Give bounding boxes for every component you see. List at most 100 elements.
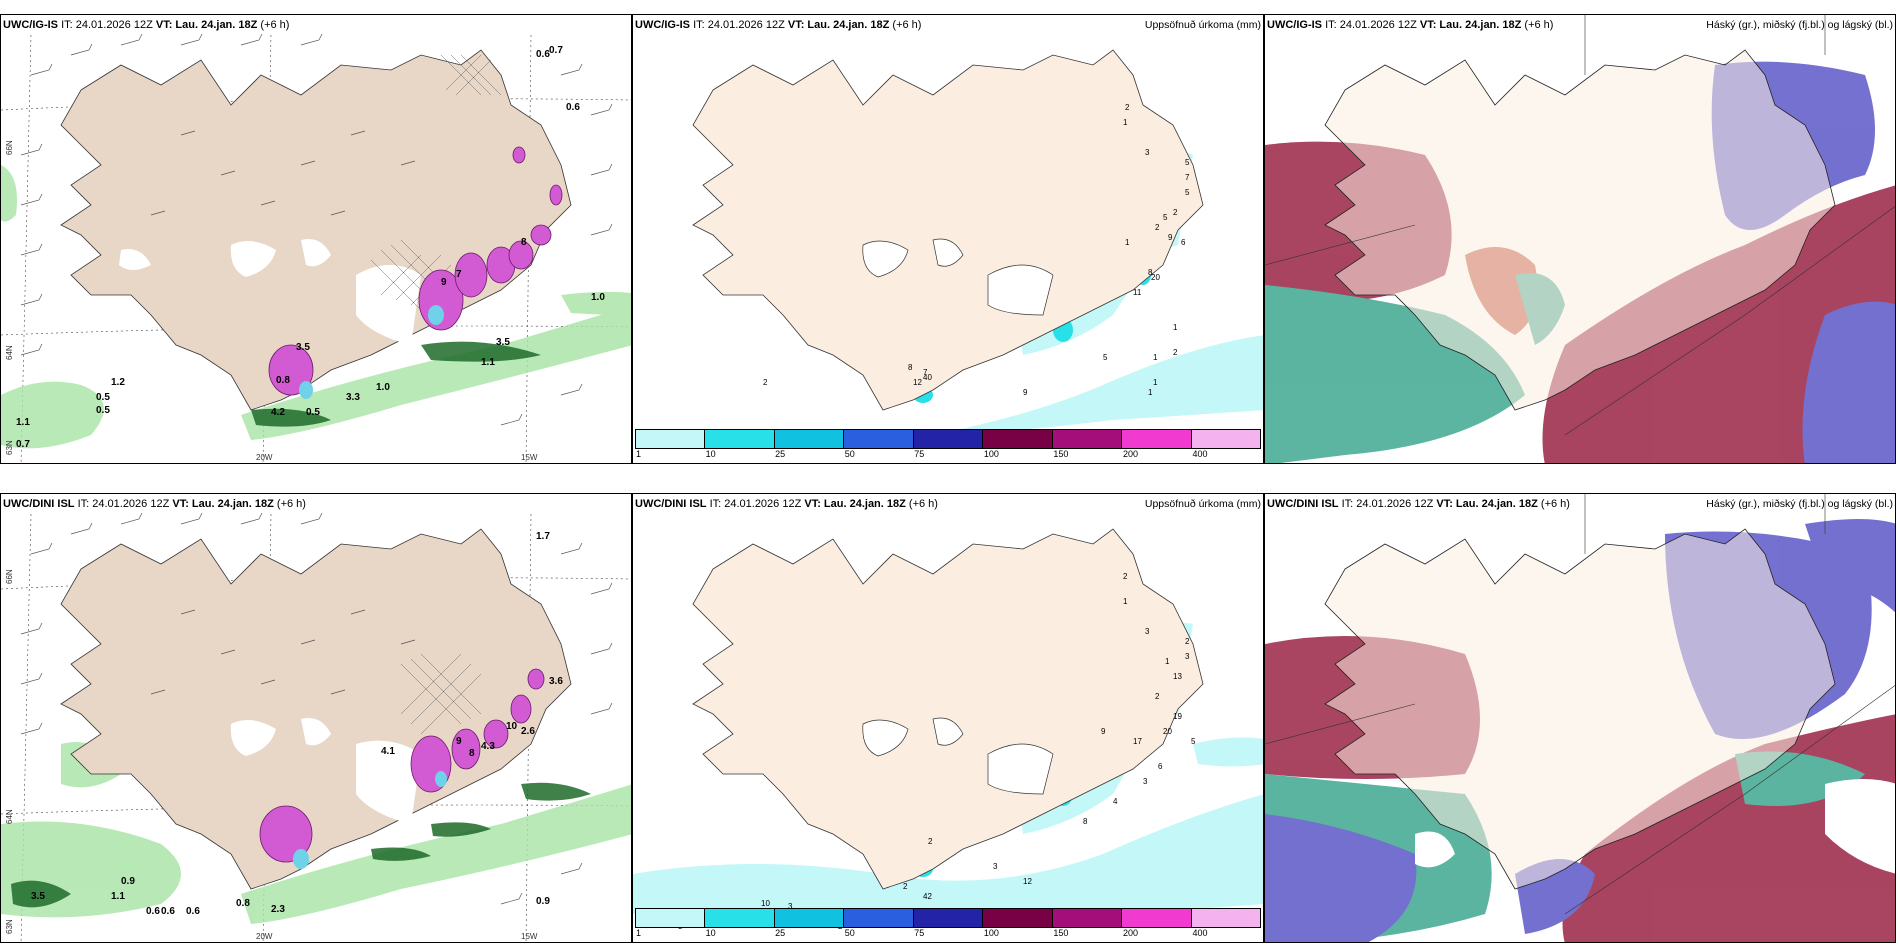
iceland-landmass bbox=[1324, 49, 1836, 411]
colorbar-label: 75 bbox=[914, 449, 925, 459]
colorbar-label: 100 bbox=[983, 449, 999, 459]
precip-value-label: 0.5 bbox=[96, 392, 110, 403]
precip-value-label: 3 bbox=[788, 902, 793, 911]
colorbar-swatch bbox=[844, 909, 914, 927]
colorbar-label: 200 bbox=[1122, 449, 1138, 459]
colorbar-label: 50 bbox=[844, 928, 855, 938]
precip-value-label: 1 bbox=[1165, 657, 1170, 666]
precip-value-label: 1 bbox=[1148, 388, 1153, 397]
wind-precip-map-ig-is: 0.6 0.7 0.6 1.0 3.5 1.1 1.0 1.2 3.3 0.5 0.5 0.5 1.1 0… bbox=[0, 14, 632, 464]
iceland-landmass bbox=[60, 528, 572, 890]
precip-value-label: 1.1 bbox=[111, 891, 125, 902]
colorbar-swatch bbox=[1191, 909, 1260, 927]
precip-value-label: 10 bbox=[506, 721, 518, 732]
colorbar-labels: 1 10 25 50 75 100 150 200 400 bbox=[635, 449, 1261, 461]
colorbar-swatch bbox=[636, 430, 706, 448]
precip-value-label: 1 bbox=[1125, 238, 1130, 247]
precip-value-label: 0.6 bbox=[161, 906, 175, 917]
precip-value-label: 3.5 bbox=[31, 891, 45, 902]
precip-value-label: 3.5 bbox=[496, 337, 510, 348]
precip-value-label: 3 bbox=[1143, 777, 1148, 786]
precip-value-label: 0.6 bbox=[186, 906, 200, 917]
colorbar-label: 1 bbox=[636, 449, 642, 459]
precip-value-label: 0.5 bbox=[306, 407, 320, 418]
colorbar-label: 150 bbox=[1053, 449, 1069, 459]
precip-value-label: 3 bbox=[993, 862, 998, 871]
precip-value-label: 1.7 bbox=[536, 531, 550, 542]
precip-value-label: 3.3 bbox=[346, 392, 360, 403]
precip-value-label: 40 bbox=[923, 373, 932, 382]
colorbar-label: 200 bbox=[1122, 928, 1138, 938]
lon-label-15w: 15W bbox=[521, 453, 538, 462]
precip-value-label: 0.8 bbox=[276, 375, 290, 386]
precip-value-label: 2 bbox=[1173, 348, 1178, 357]
precip-value-label: 1 bbox=[1153, 378, 1158, 387]
precip-value-label: 2 bbox=[928, 837, 933, 846]
precip-value-label: 20 bbox=[1151, 273, 1160, 282]
colorbar-label: 400 bbox=[1192, 928, 1208, 938]
lat-label-66n: 66N bbox=[5, 569, 14, 584]
precip-value-label: 12 bbox=[913, 378, 922, 387]
colorbar-label: 50 bbox=[844, 449, 855, 459]
colorbar-label: 25 bbox=[775, 928, 786, 938]
lon-label-20w: 20W bbox=[256, 932, 273, 941]
precip-value-label: 7 bbox=[923, 368, 928, 377]
precip-value-label: 17 bbox=[1133, 737, 1142, 746]
precip-value-label: 10 bbox=[761, 899, 770, 908]
colorbar-swatch bbox=[983, 430, 1053, 448]
precip-value-labels: 21357525296182011121511971254082 bbox=[763, 103, 1190, 437]
precip-value-label: 0.6 bbox=[566, 102, 580, 113]
colorbar-label: 400 bbox=[1192, 449, 1208, 459]
precip-value-label: 0.8 bbox=[236, 898, 250, 909]
precip-value-label: 2 bbox=[903, 882, 908, 891]
precip-value-label: 1 bbox=[1123, 118, 1128, 127]
precip-value-label: 12 bbox=[1023, 877, 1032, 886]
precip-value-label: 0.7 bbox=[16, 439, 30, 450]
colorbar-labels: 1 10 25 50 75 100 150 200 400 bbox=[635, 928, 1261, 940]
precip-value-label: 9 bbox=[1168, 233, 1173, 242]
precip-value-label: 5 bbox=[1103, 353, 1108, 362]
precip-value-label: 5 bbox=[1191, 737, 1196, 746]
colorbar-swatch bbox=[636, 909, 706, 927]
precip-value-label: 1 bbox=[1123, 597, 1128, 606]
colorbar-swatch bbox=[1122, 909, 1192, 927]
precip-value-label: 1 bbox=[1153, 353, 1158, 362]
precip-value-label: 0.9 bbox=[536, 896, 550, 907]
map-canvas bbox=[1265, 15, 1895, 463]
colorbar-swatch bbox=[913, 909, 984, 927]
map-canvas: 1.73.62.64.34.10.91.13.50.6 0.6 0.60.82.30… bbox=[1, 512, 631, 942]
precip-value-label: 4 bbox=[1113, 797, 1118, 806]
precip-value-label: 3 bbox=[1145, 627, 1150, 636]
precip-value-label: 1.1 bbox=[481, 357, 495, 368]
precip-value-label: 2.6 bbox=[521, 726, 535, 737]
map-canvas: 2132311392192017653481234222410332 bbox=[633, 528, 1263, 931]
precip-value-label: 0.7 bbox=[549, 45, 563, 56]
precip-value-label: 1.1 bbox=[16, 417, 30, 428]
precip-value-label: 0.9 bbox=[121, 876, 135, 887]
precip-value-label: 0.6 bbox=[146, 906, 160, 917]
precip-value-label: 0.5 bbox=[96, 405, 110, 416]
lat-label-63n: 63N bbox=[5, 440, 14, 455]
precip-value-label: 0.6 bbox=[536, 49, 550, 60]
precip-value-label: 7 bbox=[1185, 173, 1190, 182]
precip-value-label: 9 bbox=[441, 277, 447, 288]
colorbar-swatch bbox=[774, 909, 845, 927]
precip-value-label: 7 bbox=[456, 269, 462, 280]
colorbar-swatch bbox=[1191, 430, 1260, 448]
iceland-landmass bbox=[1324, 528, 1836, 890]
colorbar-swatch bbox=[1052, 909, 1123, 927]
iceland-landmass bbox=[692, 49, 1204, 411]
wind-precip-map-dini-isl: 1.7 3.6 2.6 4.3 4.1 0.9 1.1 3.5 0.6 0.6 0.6 0.8 2.3 0… bbox=[0, 493, 632, 943]
precip-value-label: 2.3 bbox=[271, 904, 285, 915]
colorbar-label: 75 bbox=[914, 928, 925, 938]
precip-value-label: 9 bbox=[456, 736, 462, 747]
map-canvas: 21357525296182011121511971254082 bbox=[692, 49, 1263, 437]
precip-value-label: 5 bbox=[1163, 213, 1168, 222]
precip-value-label: 42 bbox=[923, 892, 932, 901]
precip-value-label: 2 bbox=[763, 378, 768, 387]
precip-value-label: 1.0 bbox=[376, 382, 390, 393]
colorbar-swatch bbox=[774, 430, 845, 448]
precip-value-label: 4.3 bbox=[481, 741, 495, 752]
precip-value-label: 2 bbox=[1155, 692, 1160, 701]
precip-value-label: 1 bbox=[1173, 323, 1178, 332]
